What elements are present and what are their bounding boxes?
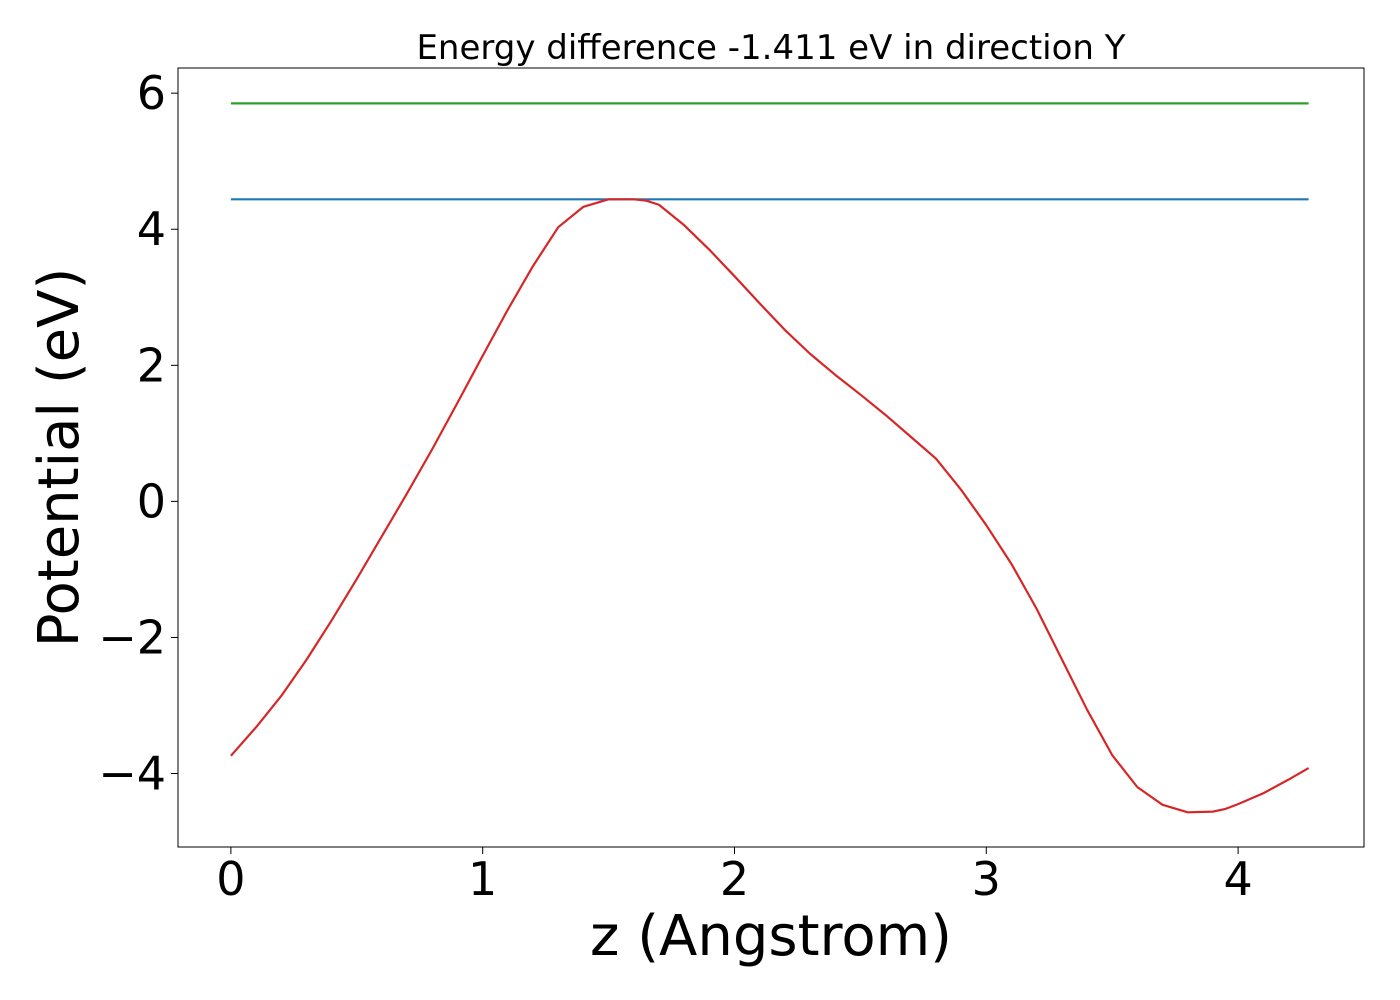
x-axis-label: z (Angstrom): [590, 904, 952, 969]
chart-title: Energy difference -1.411 eV in direction…: [416, 28, 1125, 68]
x-tick-label: 4: [1223, 852, 1252, 906]
x-tick-label: 3: [972, 852, 1001, 906]
y-axis: −4 −2 0 2 4 6: [98, 66, 178, 801]
y-tick-label: 4: [137, 202, 166, 256]
plot-frame: [177, 67, 1365, 848]
y-tick-label: 0: [137, 474, 166, 528]
y-tick-label: −2: [98, 610, 166, 664]
x-tick-label: 2: [720, 852, 749, 906]
y-axis-label: Potential (eV): [27, 268, 92, 648]
x-axis: 0 1 2 3 4: [216, 847, 1253, 906]
y-tick-label: 6: [137, 66, 166, 120]
series-layer: [230, 102, 1310, 814]
x-tick-label: 1: [468, 852, 497, 906]
y-tick-label: 2: [137, 338, 166, 392]
series-line-3: [230, 198, 1310, 814]
x-tick-label: 0: [216, 852, 245, 906]
y-tick-label: −4: [98, 747, 166, 801]
